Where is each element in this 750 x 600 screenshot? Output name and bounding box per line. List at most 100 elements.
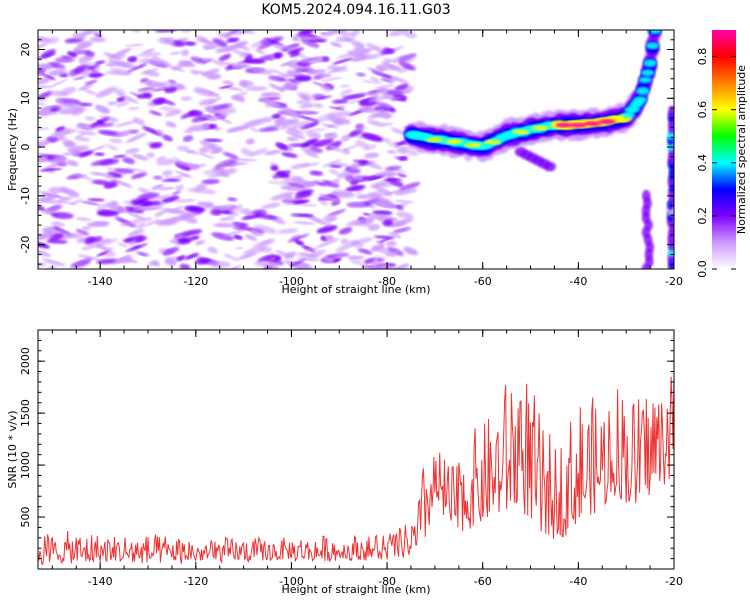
spectrogram-cell xyxy=(295,189,314,196)
spectrogram-cell xyxy=(250,127,259,132)
spectrogram-cell xyxy=(233,234,243,240)
colorbar-label: Normalized spectral amplitude xyxy=(735,65,748,234)
spectrogram-cell xyxy=(210,209,221,215)
spectrogram-cell xyxy=(143,60,168,66)
spectrogram-cell xyxy=(386,90,405,96)
spectrogram-cell xyxy=(301,147,318,155)
spectrogram-cell xyxy=(251,68,274,75)
spectrogram-cell xyxy=(53,226,72,236)
spectrogram-cell xyxy=(240,148,253,157)
spectrogram-cell xyxy=(269,162,279,167)
spectrogram-cell xyxy=(330,42,342,48)
spectrogram-cell xyxy=(96,238,112,244)
spectrogram-cell xyxy=(109,138,123,144)
spectrogram-cell xyxy=(359,92,382,96)
spectrogram-cell xyxy=(118,93,139,104)
spectrogram-cell xyxy=(180,96,192,101)
spectrogram-cell xyxy=(296,99,312,105)
spectrogram-cell xyxy=(264,149,282,156)
spectrogram-cell xyxy=(207,113,229,122)
spectrogram-cell xyxy=(161,178,182,182)
spectrogram-cell xyxy=(227,30,243,35)
spectrogram-cell xyxy=(641,69,655,77)
spectrogram-cell xyxy=(105,63,118,67)
spectrogram-cell xyxy=(46,79,68,89)
spectrogram-cell xyxy=(77,83,94,91)
spectrogram-cell xyxy=(127,56,138,63)
spectrogram-cell xyxy=(38,111,46,116)
spectrogram-cell xyxy=(212,38,228,48)
spectrogram-cell xyxy=(38,101,48,106)
spectrogram-cell xyxy=(245,86,268,92)
spectrogram-cell xyxy=(309,170,324,176)
spectrogram-cell xyxy=(188,110,204,117)
spectrogram-cell xyxy=(346,37,356,43)
spectrogram-cell xyxy=(60,187,80,197)
spectrogram-cell xyxy=(331,178,341,185)
spectrogram-cell xyxy=(275,142,289,150)
spectrogram-cell xyxy=(271,113,282,119)
spectrogram-cell xyxy=(127,228,145,237)
spectrogram-x-tick-label: -20 xyxy=(665,275,683,288)
spectrogram-cell xyxy=(49,156,67,165)
spectrogram-cell xyxy=(94,60,106,65)
spectrogram-cell xyxy=(287,233,310,243)
spectrogram-cell xyxy=(116,100,130,107)
spectrogram-cell xyxy=(253,224,277,234)
spectrogram-cell xyxy=(367,175,385,181)
spectrogram-cell xyxy=(232,225,245,231)
spectrogram-cell xyxy=(74,136,91,142)
spectrogram-cell xyxy=(161,195,180,204)
spectrogram-cell xyxy=(388,232,402,239)
spectrogram-cell xyxy=(114,88,126,96)
spectrogram-cell xyxy=(218,53,232,62)
colorbar-tick-label: 0.0 xyxy=(696,260,709,278)
spectrogram-cell xyxy=(214,158,237,170)
colorbar-tick-label: 0.6 xyxy=(696,101,709,119)
spectrogram-cell xyxy=(151,184,165,191)
spectrogram-cell xyxy=(203,138,223,143)
spectrogram-cell xyxy=(155,156,166,161)
spectrogram-cell xyxy=(38,98,48,102)
spectrogram-cell xyxy=(67,232,85,239)
spectrogram-cell xyxy=(145,219,159,227)
spectrogram-cell xyxy=(379,111,391,120)
spectrogram-cell xyxy=(293,75,312,82)
spectrogram-cell xyxy=(135,235,144,243)
spectrogram-cell xyxy=(395,83,409,91)
spectrogram-cell xyxy=(207,260,231,268)
spectrogram-cell xyxy=(75,133,86,139)
colorbar: 0.0 0.2 0.4 0.6 0.8 Normalized spectral ampl… xyxy=(696,30,748,278)
spectrogram-cell xyxy=(222,229,245,238)
spectrogram-cell xyxy=(339,84,351,88)
spectrogram-cell xyxy=(160,37,176,45)
spectrogram-cell xyxy=(284,251,297,259)
spectrogram-cell xyxy=(186,150,196,154)
spectrogram-cell xyxy=(81,245,94,251)
spectrogram-cell xyxy=(376,101,395,111)
spectrogram-cell xyxy=(633,96,648,103)
spectrogram-cell xyxy=(228,212,240,217)
spectrogram-cell xyxy=(125,132,147,143)
spectrogram-cell xyxy=(251,210,268,217)
spectrogram-cell xyxy=(345,185,366,192)
spectrogram-cell xyxy=(43,193,58,201)
spectrogram-cell xyxy=(73,76,86,81)
spectrogram-cell xyxy=(350,259,364,265)
spectrogram-cell xyxy=(384,165,402,171)
spectrogram-cell xyxy=(244,234,258,241)
spectrogram-cell xyxy=(189,70,214,76)
spectrogram-cell xyxy=(172,156,181,162)
spectrogram-cell xyxy=(155,129,164,135)
spectrogram-x-tick-label: -80 xyxy=(378,275,396,288)
spectrogram-cell xyxy=(281,152,298,158)
spectrogram-cell xyxy=(303,247,319,252)
spectrogram-cell xyxy=(237,60,254,64)
spectrogram-x-tick-label: -120 xyxy=(183,275,208,288)
spectrogram-cell xyxy=(360,265,379,269)
snr-y-tick-label: 1500 xyxy=(19,399,32,427)
spectrogram-x-tick-label: -140 xyxy=(88,275,113,288)
spectrogram-cell xyxy=(398,155,408,161)
spectrogram-cell xyxy=(116,257,134,264)
spectrogram-cell xyxy=(51,221,66,227)
